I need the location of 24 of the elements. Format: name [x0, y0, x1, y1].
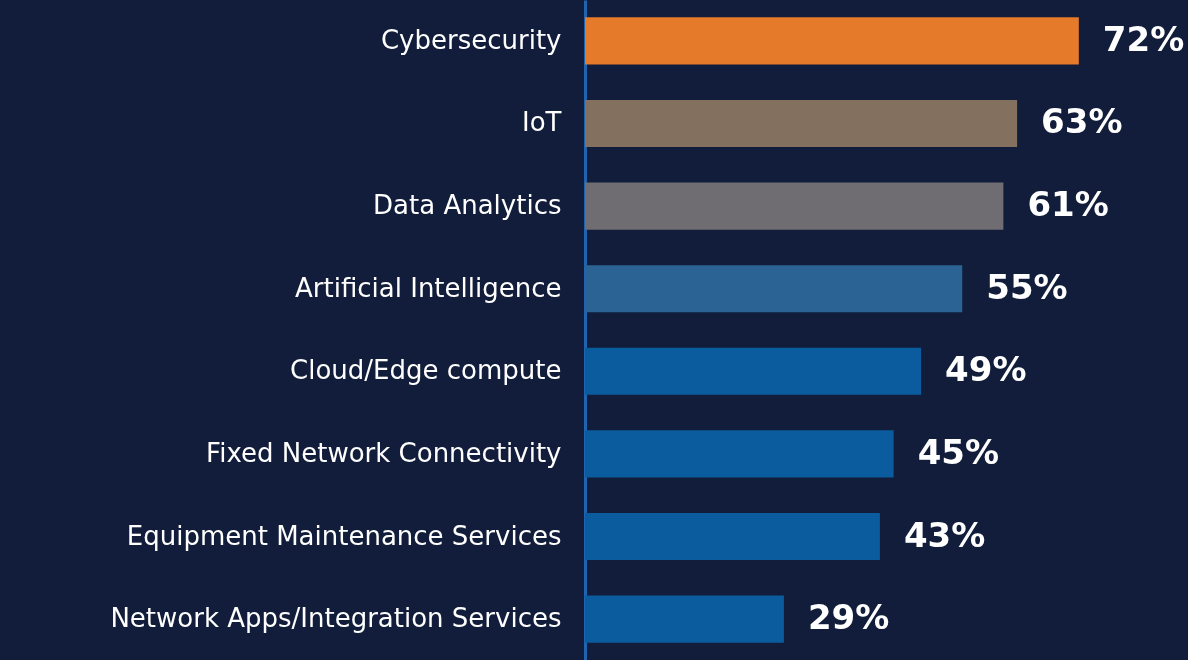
data-label: 45% [917, 431, 1000, 472]
data-label: 55% [986, 266, 1068, 307]
bar [585, 347, 922, 395]
y-tick-label: IoT [522, 107, 562, 138]
bar [585, 430, 894, 478]
y-tick-label: Fixed Network Connectivity [206, 437, 562, 468]
y-tick-label: Data Analytics [373, 190, 562, 221]
data-label: 43% [903, 514, 986, 555]
data-label: 63% [1041, 101, 1123, 142]
bar [585, 17, 1079, 65]
y-tick-label: Cybersecurity [380, 24, 562, 55]
y-tick-label: Artificial Intelligence [295, 272, 562, 303]
bar [585, 265, 963, 313]
data-label: 29% [807, 597, 890, 638]
y-tick-label: Cloud/Edge compute [290, 355, 562, 386]
y-tick-label: Network Apps/Integration Services [110, 603, 562, 634]
bar [585, 182, 1004, 230]
bar [585, 512, 880, 561]
bar [585, 595, 784, 643]
y-tick-label: Equipment Maintenance Services [126, 520, 562, 551]
data-label: 72% [1102, 18, 1185, 59]
data-label: 61% [1027, 184, 1109, 225]
data-label: 49% [945, 349, 1027, 390]
bar [585, 99, 1018, 148]
